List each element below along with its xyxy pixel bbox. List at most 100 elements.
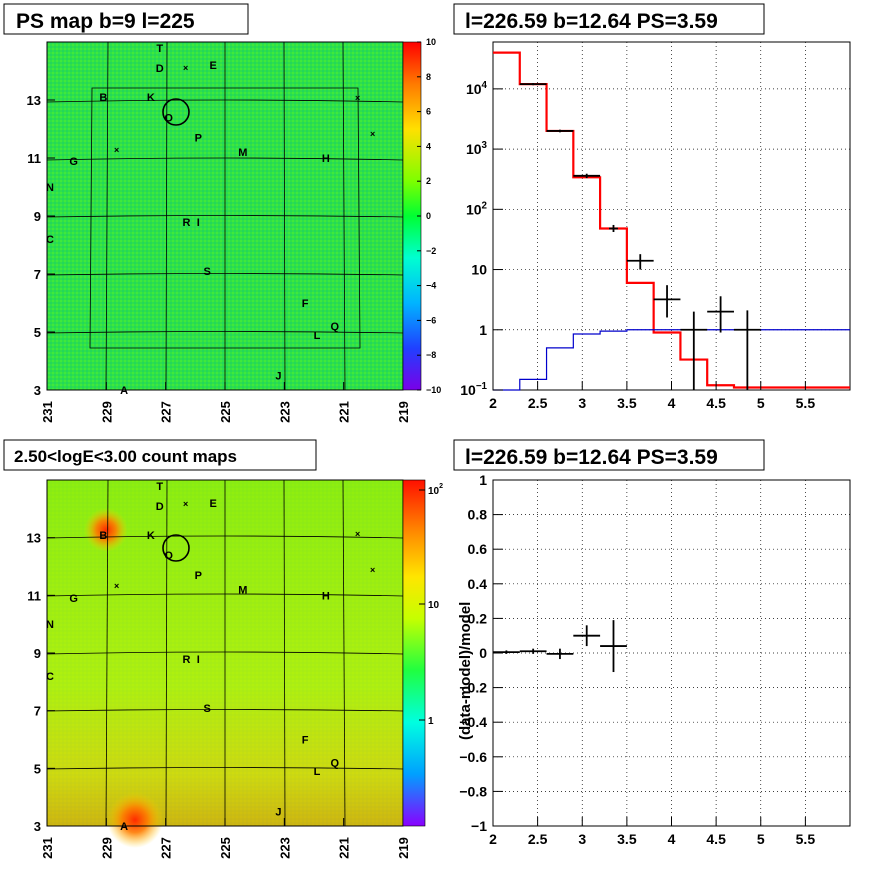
ps-map-y-tick-label: 5	[34, 325, 41, 340]
ps-map-source-q: Q	[330, 321, 339, 333]
count-map-y-tick-label: 9	[34, 646, 41, 661]
ps-map-colorbar-tick-label: −8	[426, 350, 436, 360]
count-map-x-tick-label: 227	[159, 837, 174, 859]
ps-map-roi-circle	[162, 98, 190, 126]
count-map-source-p: P	[195, 570, 202, 582]
ps-map-y-tick-label: 3	[34, 383, 41, 398]
count-map-hotspot-a	[107, 792, 163, 848]
residual-title-box	[453, 439, 765, 471]
ps-map-x-tick-label: 223	[277, 401, 292, 423]
count-map-source-c: C	[46, 671, 54, 683]
ps-map-x-ticks: 231 229 227 225 223 221 219	[40, 382, 411, 423]
count-map-y-ticks: 3 5 7 9 11 13	[27, 531, 55, 834]
residual-y-tick-label: −0.8	[459, 783, 487, 799]
count-map-source-a: A	[120, 821, 128, 833]
count-map-source-e: E	[209, 498, 216, 510]
count-map-source-t: T	[156, 481, 163, 493]
spectrum-x-tick-label: 5	[757, 395, 765, 411]
ps-map-source-e: E	[209, 60, 216, 72]
residual-y-tick-label: 0.8	[468, 507, 488, 523]
spectrum-y-tick-label: 103	[466, 140, 488, 157]
count-map-colorbar-ticks: 102 10 1	[419, 483, 443, 727]
ps-map-colorbar-tick-label: −10	[426, 385, 441, 395]
ps-map-colorbar-tick-label: 4	[426, 141, 431, 151]
count-map-y-tick-label: 13	[27, 531, 41, 546]
residual-y-tick-label: −1	[471, 818, 487, 834]
residual-x-ticks: 2 2.5 3 3.5 4 4.5 5 5.5	[489, 817, 815, 847]
residual-panel: l=226.59 b=12.64 PS=3.59 2 2.5 3 3.5 4 4.5 5 5.…	[453, 439, 851, 847]
ps-map-source-b: B	[99, 92, 107, 104]
count-map-source-g: G	[69, 593, 78, 605]
spectrum-x-tick-label: 5.5	[796, 395, 816, 411]
ps-map-source-i: I	[197, 217, 200, 229]
residual-x-tick-label: 2.5	[528, 831, 548, 847]
count-map-y-tick-label: 11	[27, 588, 41, 603]
spectrum-y-tick-label: 10−1	[460, 381, 487, 398]
count-map-source-o: O	[164, 550, 173, 562]
spectrum-x-tick-label: 2.5	[528, 395, 548, 411]
residual-y-tick-label: −0.4	[459, 714, 487, 730]
residual-x-tick-label: 4	[668, 831, 676, 847]
ps-map-y-ticks: 3 5 7 9 11 13	[27, 93, 55, 398]
count-map-colorbar	[403, 480, 425, 826]
ps-map-y-tick-label: 11	[27, 151, 41, 166]
ps-map-x-tick-label: 225	[218, 401, 233, 423]
ps-map-source-h: H	[322, 153, 330, 165]
ps-map-colorbar-tick-label: −4	[426, 281, 436, 291]
residual-y-tick-label: 1	[479, 472, 487, 488]
count-map-roi-circle	[162, 534, 190, 562]
residual-x-tick-label: 4.5	[706, 831, 726, 847]
count-map-colorbar-tick-label: 102	[428, 483, 443, 497]
ps-map-x-tick-label: 229	[99, 401, 114, 423]
residual-y-tick-label: 0	[479, 645, 487, 661]
count-map-x-tick-label: 225	[218, 837, 233, 859]
spectrum-y-tick-label: 102	[466, 200, 488, 217]
count-map-source-r: R	[182, 654, 190, 666]
count-map-source-q: Q	[330, 758, 339, 770]
count-map-source-f: F	[302, 735, 309, 747]
count-map-x-tick-label: 229	[99, 837, 114, 859]
ps-map-title-box	[3, 3, 249, 35]
svg-text:×: ×	[114, 145, 119, 155]
residual-y-tick-label: −0.6	[459, 749, 487, 765]
ps-map-source-labels: TD E B KO P M H G N R I C S F QL J A	[46, 43, 339, 397]
ps-map-cross-markers: × × × ×	[114, 63, 375, 155]
count-map-source-h: H	[322, 590, 330, 602]
residual-x-tick-label: 5	[757, 831, 765, 847]
count-map-y-tick-label: 5	[34, 761, 41, 776]
residual-x-tick-label: 3.5	[617, 831, 637, 847]
count-map-x-tick-label: 231	[40, 837, 55, 859]
spectrum-title-box	[453, 3, 765, 35]
count-map-cross-markers: × × × ×	[114, 499, 375, 591]
ps-map-colorbar	[403, 42, 421, 390]
svg-text:×: ×	[114, 581, 119, 591]
ps-map-source-l: L	[314, 330, 321, 342]
spectrum-y-ticks: 10−1 1 10 102 103 104	[460, 80, 503, 398]
residual-y-tick-label: 0.2	[468, 610, 488, 626]
count-map-x-tick-label: 219	[396, 837, 411, 859]
count-map-colorbar-tick-label: 1	[428, 716, 434, 727]
spectrum-x-tick-label: 3	[578, 395, 586, 411]
ps-map-colorbar-tick-label: 6	[426, 107, 431, 117]
count-map-title-box	[3, 439, 317, 471]
ps-map-colorbar-tick-label: −2	[426, 246, 436, 256]
count-map-x-tick-label: 221	[337, 837, 352, 859]
residual-title: l=226.59 b=12.64 PS=3.59	[465, 446, 718, 469]
ps-map-source-d: D	[156, 63, 164, 75]
svg-text:×: ×	[355, 529, 360, 539]
count-map-source-k: K	[147, 530, 155, 542]
residual-y-tick-label: 0.6	[468, 541, 488, 557]
ps-map-source-t: T	[156, 43, 163, 55]
spectrum-series	[493, 51, 850, 391]
ps-map-x-tick-label: 231	[40, 401, 55, 423]
svg-text:×: ×	[370, 129, 375, 139]
ps-map-source-a: A	[120, 385, 128, 397]
count-map-hotspot-b	[84, 508, 128, 552]
ps-map-colorbar-tick-label: −6	[426, 315, 436, 325]
residual-y-tick-label: 0.4	[468, 576, 488, 592]
spectrum-x-tick-label: 3.5	[617, 395, 637, 411]
residual-x-tick-label: 2	[489, 831, 497, 847]
count-map-colorbar-tick-label: 10	[428, 600, 440, 611]
count-map-panel: 2.50<logE<3.00 count maps TD E B KO P M H G N R I C…	[3, 439, 443, 859]
